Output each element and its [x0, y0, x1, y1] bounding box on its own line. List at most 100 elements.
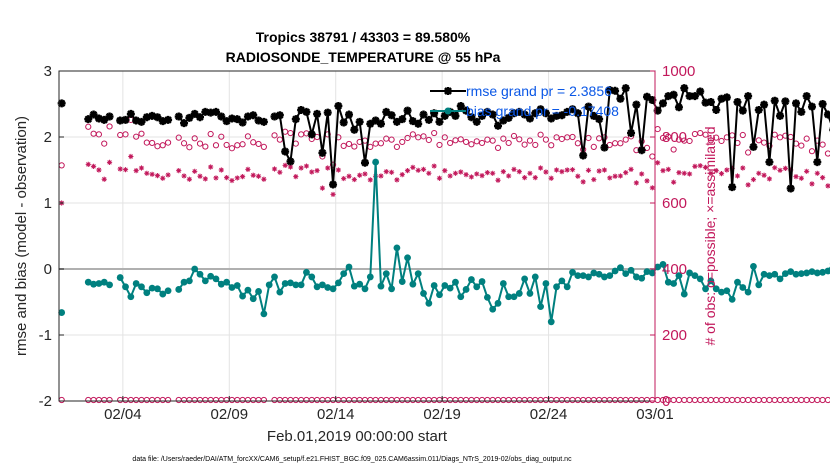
obs-assimilated-point [144, 170, 150, 176]
obs-possible-point [473, 138, 480, 145]
obs-assimilated-point [788, 167, 794, 173]
rmse-point [813, 158, 822, 167]
obs-possible-point [489, 137, 496, 144]
obs-possible-low-point [713, 396, 720, 404]
obs-possible-low-point [798, 396, 805, 404]
rmse-point [148, 111, 157, 120]
rmse-point [563, 107, 572, 116]
obs-possible-point [441, 134, 448, 141]
obs-assimilated-point [532, 174, 538, 181]
bias-point [505, 293, 513, 301]
rmse-point [494, 121, 503, 130]
rmse-point [472, 117, 481, 126]
obs-possible-low-point [718, 396, 725, 404]
obs-possible-low-point [180, 396, 188, 404]
obs-possible-low-point [824, 396, 830, 404]
obs-possible-low-point [808, 396, 816, 404]
obs-possible-low-point [159, 396, 166, 404]
obs-possible-low-point [85, 396, 92, 404]
obs-possible-low-point [766, 396, 773, 404]
obs-possible-low-point [399, 396, 406, 404]
bias-point [771, 270, 779, 278]
bias-point [334, 279, 342, 287]
bias-point [531, 273, 539, 281]
bias-point [388, 285, 395, 293]
obs-possible-point [393, 143, 401, 150]
obs-possible-point [697, 129, 704, 137]
obs-possible-point [164, 139, 172, 146]
obs-possible-point [532, 141, 539, 149]
obs-assimilated-point [718, 171, 725, 177]
x-tick-label: 02/19 [423, 406, 461, 423]
obs-assimilated-point [415, 167, 421, 173]
obs-possible-low-point [271, 396, 278, 404]
obs-assimilated-point [234, 175, 240, 181]
obs-possible-low-point [596, 396, 603, 404]
obs-possible-point [58, 162, 65, 169]
rmse-point [573, 109, 582, 118]
rmse-point [211, 107, 220, 116]
bias-point [670, 280, 678, 287]
rmse-point [520, 110, 529, 119]
obs-assimilated-point [500, 169, 506, 175]
obs-possible-point [484, 136, 491, 143]
obs-possible-point [462, 138, 470, 146]
rmse-point [174, 112, 183, 121]
bias-point [579, 272, 587, 279]
bias-point [249, 295, 257, 303]
bias-point [84, 278, 92, 286]
obs-possible-low-point [447, 396, 454, 404]
obs-possible-low-point [505, 396, 512, 404]
obs-possible-point [223, 141, 230, 149]
obs-possible-low-point [745, 396, 752, 404]
obs-possible-low-point [542, 396, 550, 404]
bias-point [324, 284, 332, 291]
obs-assimilated-point [506, 173, 512, 179]
rmse-point [270, 112, 279, 121]
obs-assimilated-point [601, 167, 608, 173]
obs-possible-point [776, 134, 784, 141]
obs-possible-low-point [218, 396, 225, 404]
bias-point [563, 283, 571, 291]
rmse-point [121, 115, 130, 124]
bias-point [425, 299, 433, 307]
bias-point [287, 279, 294, 287]
bias-point [452, 278, 459, 286]
bias-point [154, 285, 161, 293]
rmse-point [414, 119, 423, 128]
obs-possible-low-point [345, 396, 353, 404]
obs-assimilated-point [351, 176, 357, 183]
obs-possible-point [228, 145, 236, 152]
obs-assimilated-point [756, 170, 762, 176]
obs-possible-point [367, 143, 374, 150]
bias-point [159, 290, 167, 298]
rmse-point [329, 180, 338, 189]
obs-assimilated-point [357, 172, 363, 178]
rmse-point [627, 129, 636, 138]
rmse-point [786, 184, 795, 193]
bias-point [712, 285, 720, 293]
obs-assimilated-point [628, 166, 634, 172]
obs-possible-low-point [425, 396, 432, 404]
obs-possible-point [260, 143, 267, 150]
obs-possible-point [159, 142, 166, 149]
bias-point [420, 290, 427, 297]
obs-possible-low-point [436, 396, 443, 404]
rmse-point [281, 147, 290, 156]
obs-possible-low-point [750, 396, 757, 404]
obs-assimilated-point [426, 170, 432, 176]
bias-point [627, 266, 635, 274]
rmse-point [754, 105, 763, 114]
rmse-point [345, 110, 354, 119]
obs-possible-low-point [420, 396, 427, 404]
obs-possible-low-point [601, 396, 608, 404]
obs-possible-point [202, 143, 209, 150]
obs-assimilated-point [596, 168, 602, 174]
obs-assimilated-point [176, 168, 182, 174]
obs-possible-low-point [771, 396, 778, 404]
obs-assimilated-point [479, 173, 485, 179]
legend: rmse grand pr = 2.3856 bias grand pr = -… [430, 83, 619, 119]
y-right-tick-label: 1000 [662, 63, 695, 80]
obs-possible-low-point [90, 396, 97, 404]
bias-point [281, 280, 289, 287]
